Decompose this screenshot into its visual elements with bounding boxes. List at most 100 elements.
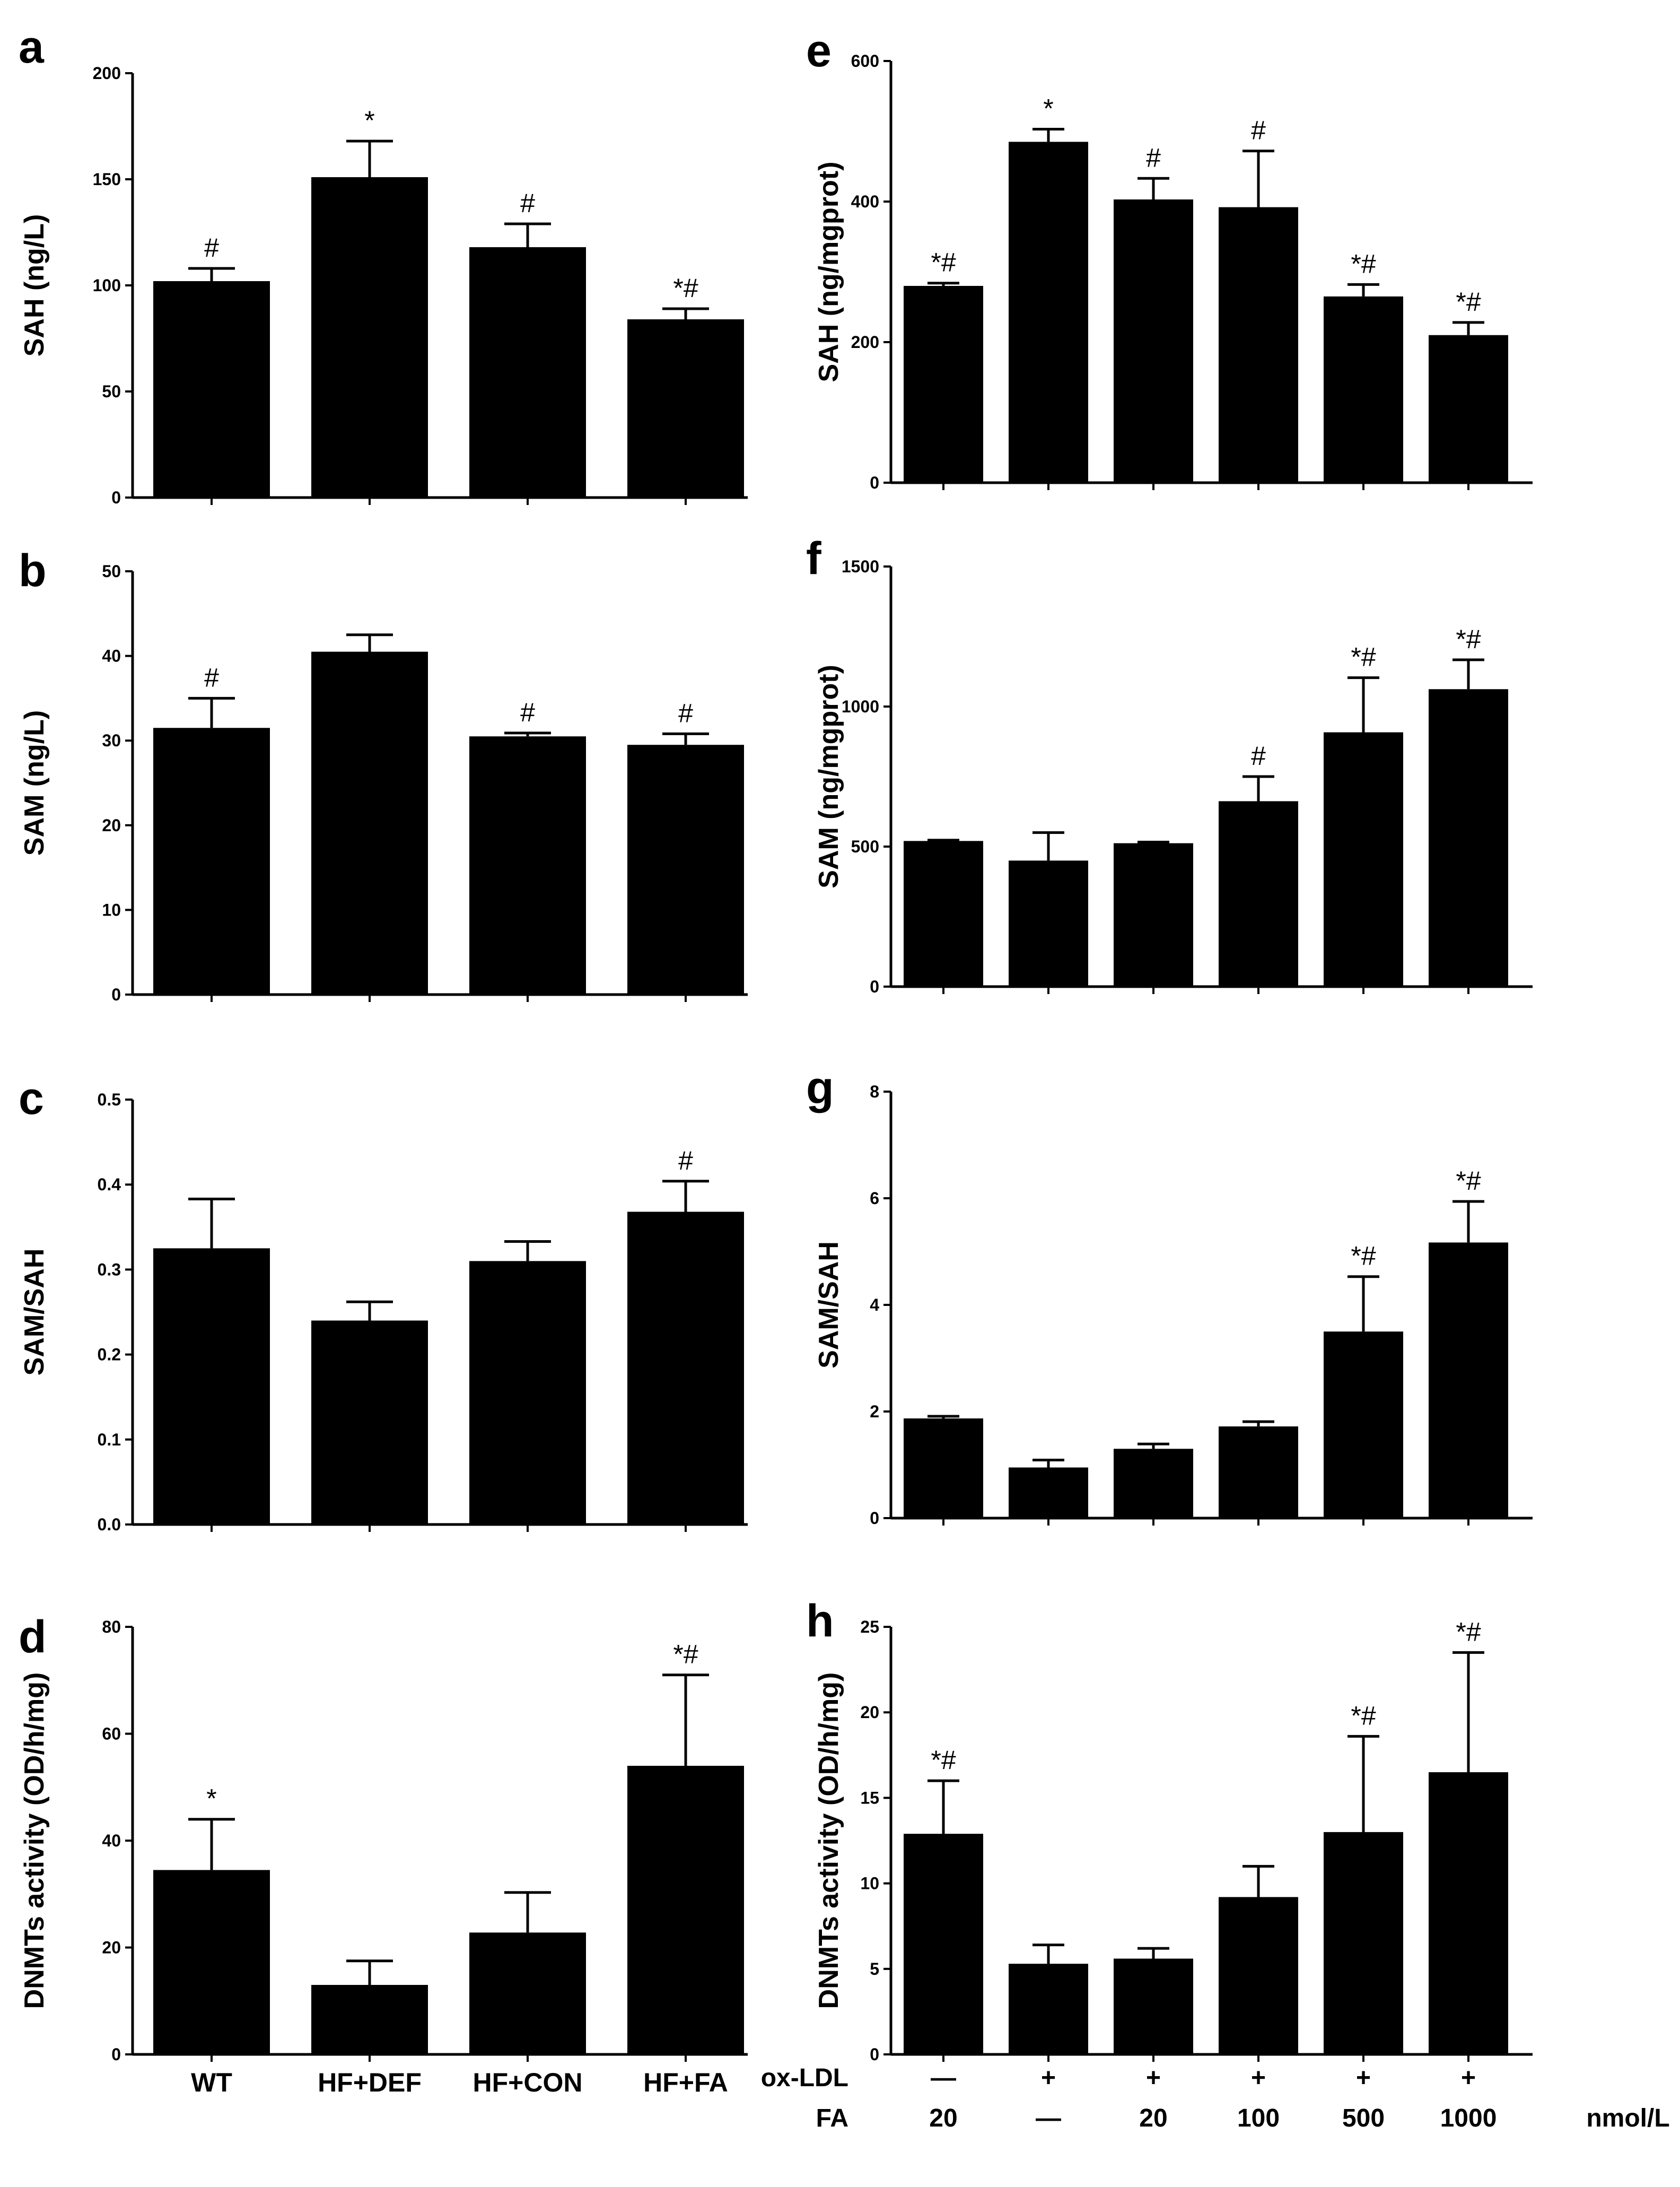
panel-b-letter: b xyxy=(19,545,47,596)
panel-a-significance-mark: *# xyxy=(673,273,698,303)
panel-e-bar xyxy=(904,286,983,483)
panel-a-bar xyxy=(627,319,744,498)
panel-h-ytick-label: 0 xyxy=(870,2045,879,2064)
panel-h-significance-mark: *# xyxy=(931,1745,956,1775)
panel-a-ytick-label: 0 xyxy=(111,488,121,507)
panel-g-bar xyxy=(1219,1426,1298,1518)
panel-d-ylabel: DNMTs activity (OD/h/mg) xyxy=(19,1672,50,2009)
panel-e-bar xyxy=(1219,207,1298,483)
panel-b-ytick-label: 10 xyxy=(102,900,121,919)
panel-h-significance-mark: *# xyxy=(1351,1701,1376,1730)
panel-b-ytick-label: 40 xyxy=(102,647,121,666)
panel-c-ytick-label: 0.1 xyxy=(98,1430,121,1449)
panel-g-bar xyxy=(1324,1331,1403,1518)
panel-b-ylabel: SAM (ng/L) xyxy=(19,710,50,856)
panel-g-bar xyxy=(1429,1242,1508,1518)
panel-e-bar xyxy=(1429,335,1508,483)
panel-a-ytick-label: 50 xyxy=(102,382,121,401)
panel-g-significance-mark: *# xyxy=(1351,1241,1376,1271)
x-category-label: WT xyxy=(191,2068,232,2097)
panel-b-ytick-label: 30 xyxy=(102,731,121,750)
unit-label: nmol/L xyxy=(1586,2104,1669,2132)
panel-f-bar xyxy=(1324,732,1403,987)
panel-d-ytick-label: 60 xyxy=(102,1724,121,1744)
panel-c-bar xyxy=(311,1320,428,1524)
panel-h-ytick-label: 15 xyxy=(860,1788,879,1807)
treatment-value: — xyxy=(931,2064,956,2092)
panel-a-ytick-label: 200 xyxy=(93,64,121,83)
panel-f-ytick-label: 0 xyxy=(870,977,879,996)
panel-h-ytick-label: 5 xyxy=(870,1959,879,1979)
panel-e-bar xyxy=(1324,296,1403,483)
panel-d-bar xyxy=(469,1932,586,2054)
panel-b-ytick-label: 20 xyxy=(102,816,121,835)
panel-c-ytick-label: 0.2 xyxy=(98,1345,121,1364)
x-category-label: HF+FA xyxy=(643,2068,728,2097)
treatment-value: 1000 xyxy=(1440,2104,1497,2132)
panel-f-bar xyxy=(1429,689,1508,987)
panel-e-ytick-label: 600 xyxy=(851,51,879,71)
panel-c-letter: c xyxy=(19,1073,44,1124)
panel-b-ytick-label: 50 xyxy=(102,562,121,581)
panel-c-bar xyxy=(153,1248,270,1524)
panel-c-ylabel: SAM/SAH xyxy=(19,1249,50,1376)
panel-a-ylabel: SAH (ng/L) xyxy=(19,214,50,357)
treatment-value: + xyxy=(1461,2064,1476,2092)
treatment-value: + xyxy=(1251,2064,1266,2092)
panel-e-significance-mark: *# xyxy=(1456,287,1481,317)
panel-h-ytick-label: 20 xyxy=(860,1703,879,1722)
panel-h-bar xyxy=(1114,1958,1193,2054)
panel-h-bar xyxy=(1429,1772,1508,2054)
x-category-label: HF+DEF xyxy=(318,2068,422,2097)
panel-f-bar xyxy=(1219,801,1298,987)
panel-c-ytick-label: 0.4 xyxy=(98,1175,121,1194)
panel-e-ytick-label: 400 xyxy=(851,192,879,211)
panel-h-ytick-label: 25 xyxy=(860,1617,879,1636)
panel-f-bar xyxy=(1009,860,1088,987)
panel-g-ytick-label: 8 xyxy=(870,1082,879,1101)
panel-a-letter: a xyxy=(19,22,45,73)
panel-e-ylabel: SAH (ng/mgprot) xyxy=(813,162,844,382)
panel-e-letter: e xyxy=(806,25,832,76)
panel-e-bar xyxy=(1009,142,1088,483)
treatment-value: 20 xyxy=(929,2104,957,2132)
panel-b-bar xyxy=(153,728,270,995)
panel-c-bar xyxy=(469,1261,586,1524)
panel-c-ytick-label: 0.3 xyxy=(98,1260,121,1279)
panel-a-bar xyxy=(469,247,586,498)
panel-f-bar xyxy=(904,841,983,987)
panel-f-significance-mark: *# xyxy=(1351,642,1376,672)
panel-e-significance-mark: # xyxy=(1251,116,1266,145)
panel-b-bar xyxy=(311,651,428,995)
panel-d-bar xyxy=(627,1765,744,2054)
treatment-value: 20 xyxy=(1139,2104,1167,2132)
panel-h-ylabel: DNMTs activity (OD/h/mg) xyxy=(813,1672,844,2009)
panel-c-ytick-label: 0.0 xyxy=(98,1515,121,1534)
panel-g-letter: g xyxy=(806,1062,834,1113)
panel-h-bar xyxy=(1219,1897,1298,2054)
treatment-value: + xyxy=(1146,2064,1161,2092)
panel-b-ytick-label: 0 xyxy=(111,985,121,1004)
panel-d-ytick-label: 80 xyxy=(102,1617,121,1636)
panel-g-ytick-label: 6 xyxy=(870,1189,879,1208)
panel-e-ytick-label: 0 xyxy=(870,473,879,492)
panel-h-bar xyxy=(904,1834,983,2054)
panel-e-significance-mark: *# xyxy=(931,248,956,277)
panel-a-significance-mark: * xyxy=(364,106,374,135)
treatment-row-label: ox-LDL xyxy=(761,2064,848,2092)
x-category-label: HF+CON xyxy=(473,2068,583,2097)
panel-d-significance-mark: *# xyxy=(673,1640,698,1669)
panel-b-bar xyxy=(627,745,744,995)
panel-e-ytick-label: 200 xyxy=(851,333,879,352)
panel-c-bar xyxy=(627,1212,744,1524)
panel-b-significance-mark: # xyxy=(520,698,535,727)
panel-c-significance-mark: # xyxy=(678,1146,693,1175)
panel-a-ytick-label: 150 xyxy=(93,170,121,189)
panel-d-bar xyxy=(311,1985,428,2054)
panel-d-ytick-label: 40 xyxy=(102,1831,121,1850)
panel-a-significance-mark: # xyxy=(520,188,535,218)
panel-f-ytick-label: 1500 xyxy=(842,557,879,576)
panel-f-letter: f xyxy=(806,533,821,584)
treatment-row-label: FA xyxy=(816,2104,848,2132)
panel-f-significance-mark: *# xyxy=(1456,624,1481,654)
